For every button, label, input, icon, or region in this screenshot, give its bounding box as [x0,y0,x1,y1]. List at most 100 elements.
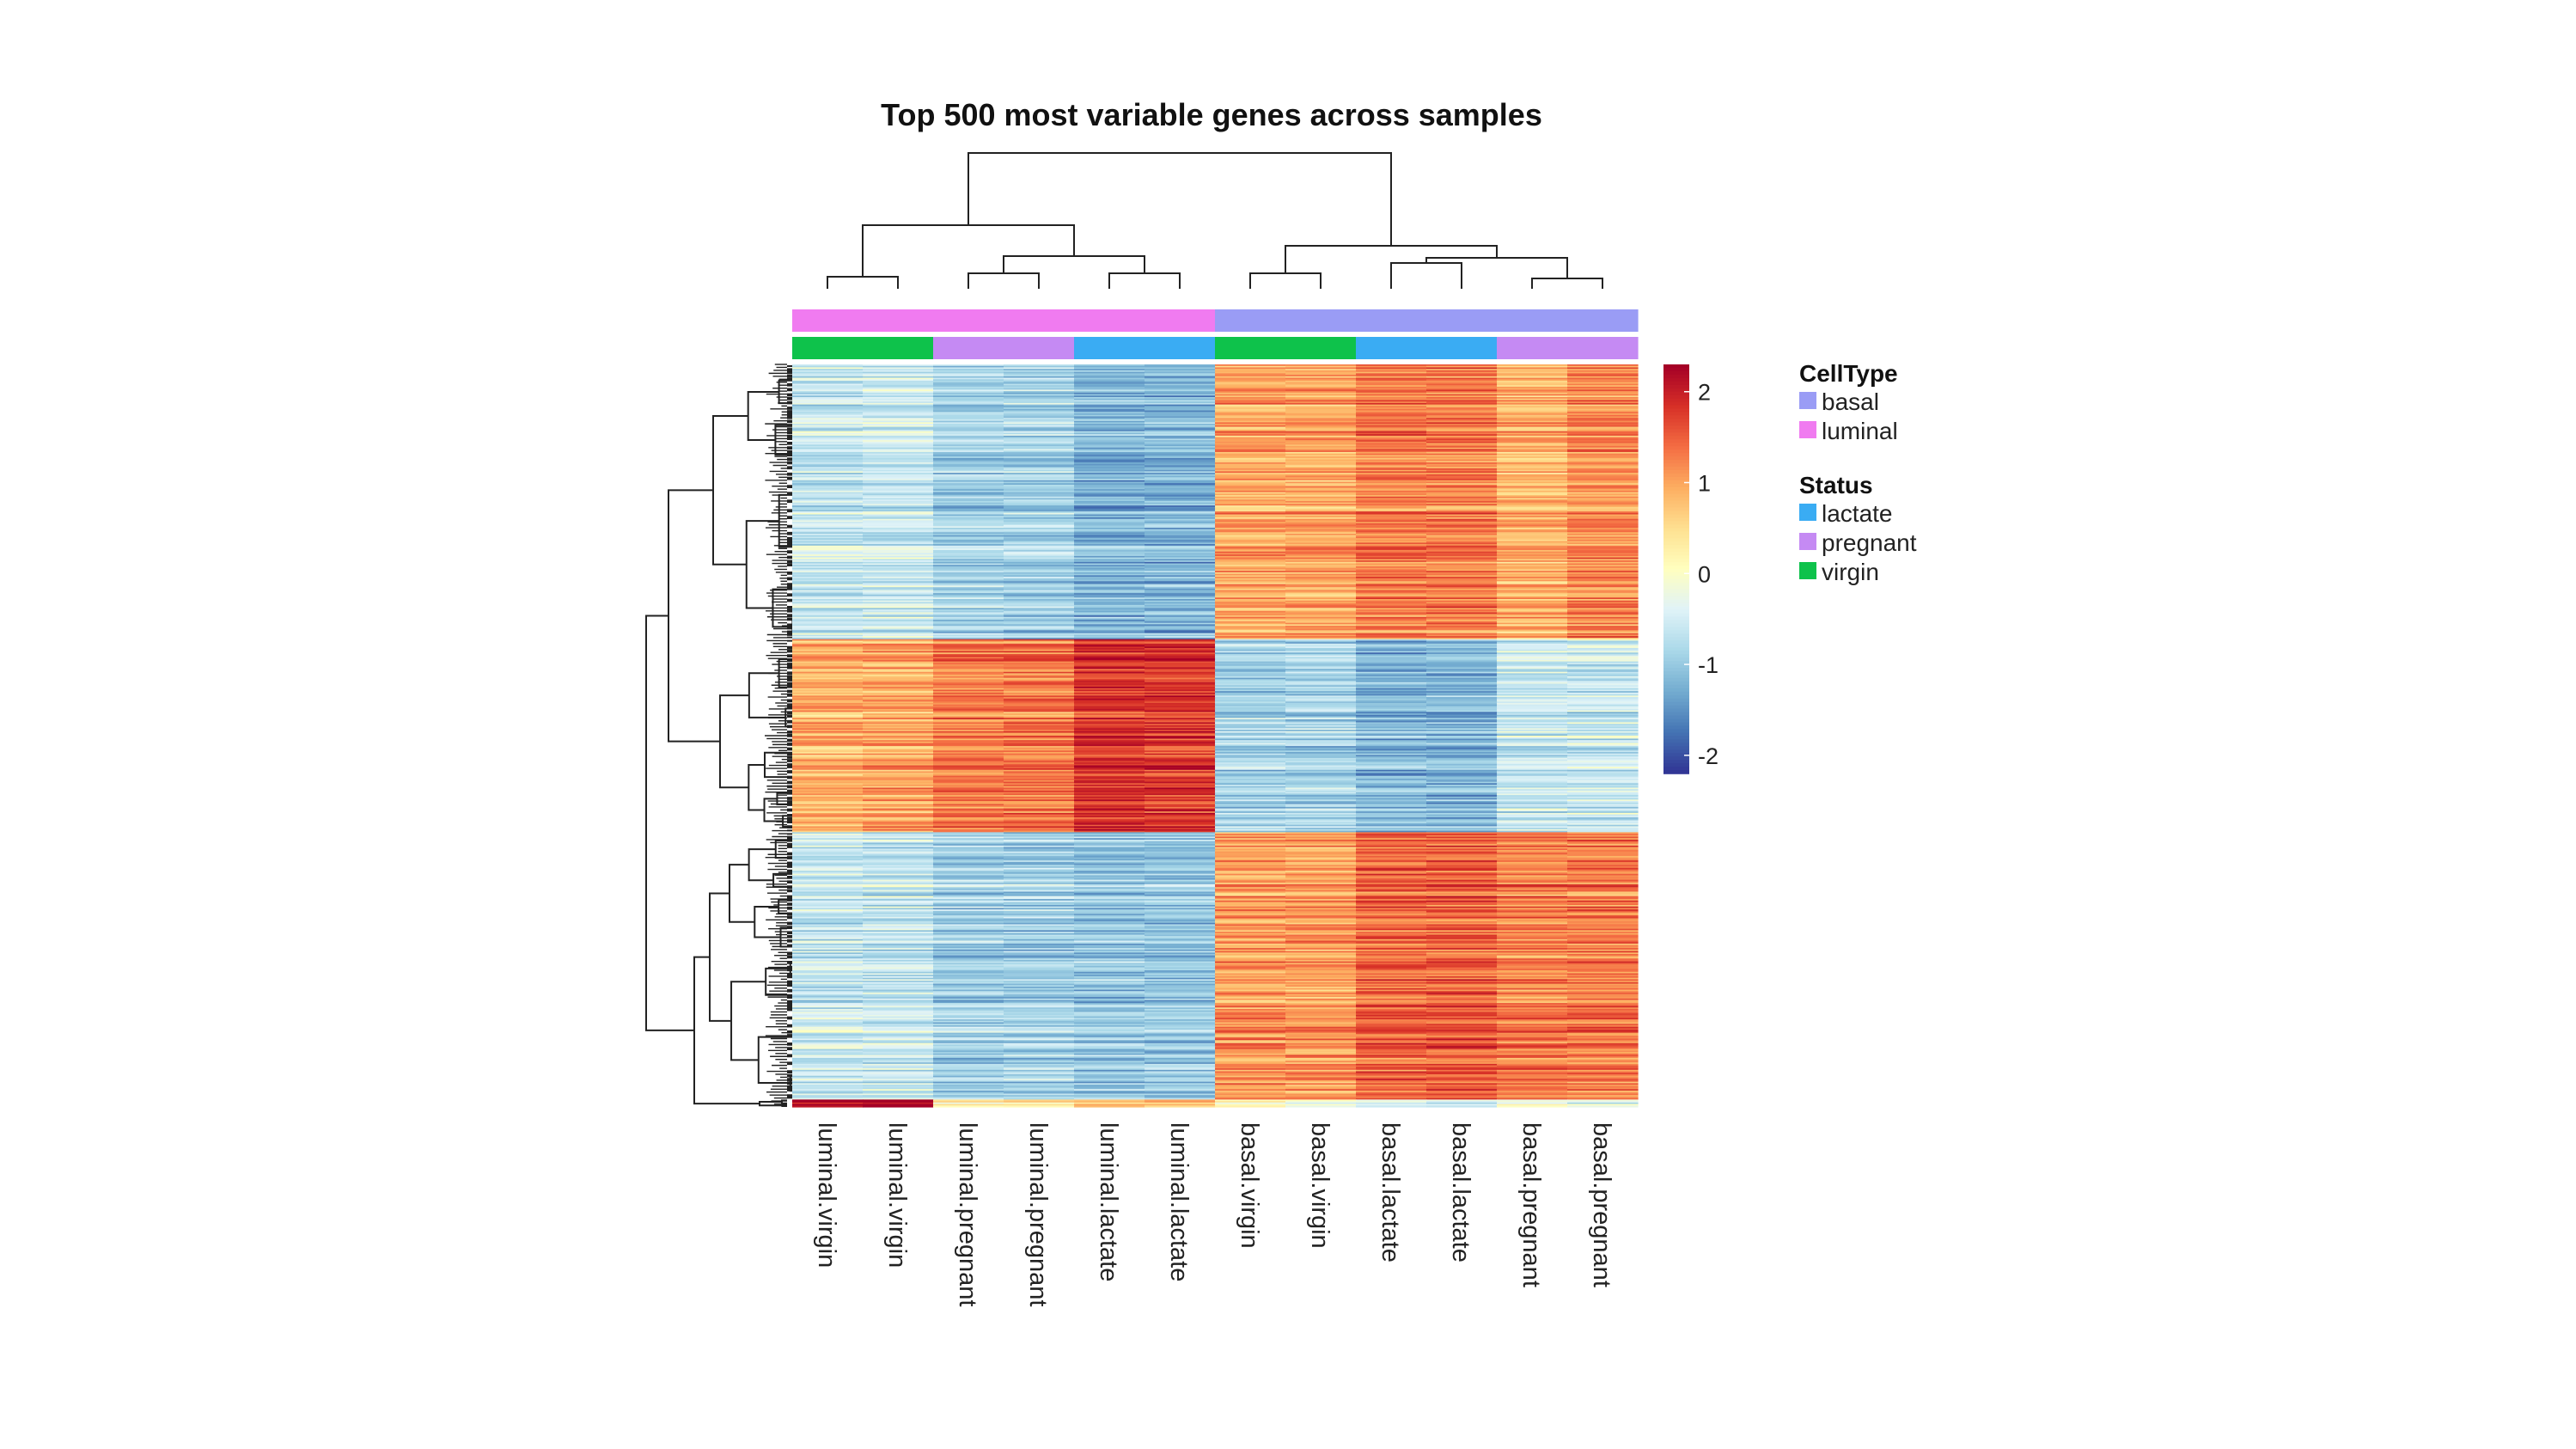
heatmap-cell [1356,425,1427,428]
heatmap-cell [1567,479,1639,481]
heatmap-cell [1285,547,1357,549]
heatmap-cell [792,867,864,871]
heatmap-cell [933,802,1004,805]
heatmap-cell [933,891,1004,894]
heatmap-cell [1497,796,1568,799]
heatmap-cell [1567,896,1639,898]
dendrogram-branch [862,224,1075,277]
heatmap-cell [933,708,1004,712]
heatmap-cell [1356,749,1427,751]
heatmap-cell [1285,811,1357,814]
heatmap-cell [863,434,934,437]
heatmap-cell [1215,539,1286,542]
heatmap-cell [1145,689,1216,692]
heatmap-cell [792,713,864,716]
heatmap-cell [1215,391,1286,394]
heatmap-cell [1004,431,1075,434]
heatmap-cell [1285,438,1357,441]
heatmap-cell [1356,836,1427,839]
heatmap-cell [792,532,864,535]
heatmap-cell [1426,461,1498,463]
heatmap-cell [863,572,934,575]
heatmap-cell [1004,798,1075,800]
heatmap-cell [1285,697,1357,700]
heatmap-cell [1074,798,1145,800]
heatmap-cell [792,522,864,524]
heatmap-cell [1426,386,1498,389]
heatmap-cell [1567,578,1639,581]
heatmap-cell [1004,535,1075,538]
heatmap-cell [1497,422,1568,425]
heatmap-cell [933,740,1004,743]
heatmap-cell [1567,863,1639,865]
heatmap-cell [1426,487,1498,490]
heatmap-cell [1356,444,1427,447]
heatmap-cell [1426,422,1498,425]
heatmap-cell [1497,463,1568,467]
heatmap-cell [1426,762,1498,765]
heatmap-cell [1356,369,1427,371]
heatmap-cell [1426,655,1498,658]
heatmap-cell [792,561,864,565]
heatmap-cell [1215,505,1286,508]
heatmap-cell [863,450,934,453]
heatmap-cell [792,790,864,793]
heatmap-cell [1567,499,1639,502]
heatmap-cell [1145,817,1216,820]
heatmap-cell [1356,569,1427,572]
heatmap-cell [1426,588,1498,591]
heatmap-cell [1215,553,1286,555]
heatmap-cell [1426,860,1498,863]
heatmap-cell [1215,610,1286,614]
heatmap-cell [1215,416,1286,419]
heatmap-cell [1497,734,1568,737]
heatmap-cell [863,381,934,383]
heatmap-cell [1074,572,1145,575]
heatmap-cell [1567,736,1639,738]
heatmap-cell [1074,796,1145,799]
heatmap-cell [1497,783,1568,786]
heatmap-cell [1497,806,1568,810]
heatmap-cell [1145,492,1216,494]
heatmap-cell [1497,532,1568,535]
heatmap-cell [1567,528,1639,530]
heatmap-cell [1426,793,1498,796]
heatmap-cell [1285,468,1357,471]
heatmap-cell [1004,767,1075,769]
heatmap-cell [933,553,1004,555]
heatmap-cell [792,753,864,756]
heatmap-cell [1145,830,1216,833]
heatmap-cell [792,512,864,516]
heatmap-cell [1426,801,1498,804]
heatmap-cell [1567,511,1639,514]
heatmap-cell [1004,873,1075,877]
heatmap-cell [792,700,864,702]
heatmap-cell [792,379,864,382]
heatmap-cell [1215,686,1286,689]
heatmap-cell [863,808,934,810]
heatmap-cell [1074,578,1145,581]
heatmap-cell [1426,486,1498,489]
heatmap-cell [1074,851,1145,854]
heatmap-cell [863,710,934,712]
heatmap-cell [1145,479,1216,481]
heatmap-cell [1356,897,1427,900]
heatmap-cell [933,542,1004,545]
heatmap-cell [1074,755,1145,757]
heatmap-cell [1426,407,1498,410]
heatmap-cell [1004,844,1075,847]
heatmap-cell [1145,902,1216,904]
heatmap-cell [1074,708,1145,712]
heatmap-cell [1074,571,1145,573]
heatmap-cell [1074,594,1145,597]
heatmap-cell [1426,462,1498,465]
heatmap-cell [863,548,934,551]
heatmap-cell [1285,844,1357,847]
heatmap-cell [1567,648,1639,651]
heatmap-cell [1567,775,1639,778]
heatmap-cell [863,877,934,879]
heatmap-cell [863,835,934,838]
heatmap-cell [1567,510,1639,512]
heatmap-cell [863,737,934,740]
heatmap-cell [792,842,864,845]
